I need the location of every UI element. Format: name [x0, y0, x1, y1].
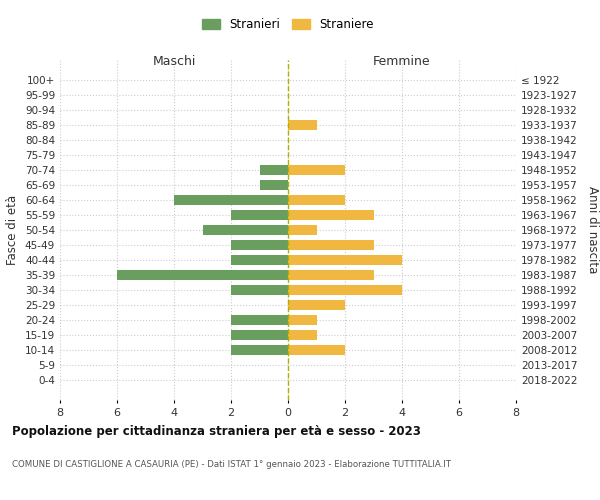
Bar	[260, 166, 288, 175]
Bar	[288, 315, 317, 324]
Bar	[231, 330, 288, 340]
Legend: Stranieri, Straniere: Stranieri, Straniere	[197, 14, 379, 36]
Bar	[174, 195, 288, 205]
Bar	[288, 345, 345, 354]
Text: Femmine: Femmine	[373, 56, 431, 68]
Text: Maschi: Maschi	[152, 56, 196, 68]
Bar	[288, 300, 345, 310]
Y-axis label: Anni di nascita: Anni di nascita	[586, 186, 599, 274]
Bar	[231, 240, 288, 250]
Bar	[288, 330, 317, 340]
Bar	[288, 210, 373, 220]
Text: Popolazione per cittadinanza straniera per età e sesso - 2023: Popolazione per cittadinanza straniera p…	[12, 425, 421, 438]
Bar	[288, 225, 317, 235]
Bar	[231, 315, 288, 324]
Bar	[288, 255, 402, 265]
Bar	[288, 285, 402, 294]
Bar	[231, 210, 288, 220]
Bar	[231, 285, 288, 294]
Bar	[288, 270, 373, 280]
Bar	[260, 180, 288, 190]
Y-axis label: Fasce di età: Fasce di età	[7, 195, 19, 265]
Bar	[203, 225, 288, 235]
Bar	[288, 166, 345, 175]
Bar	[288, 240, 373, 250]
Bar	[231, 255, 288, 265]
Bar	[231, 345, 288, 354]
Bar	[288, 195, 345, 205]
Text: COMUNE DI CASTIGLIONE A CASAURIA (PE) - Dati ISTAT 1° gennaio 2023 - Elaborazion: COMUNE DI CASTIGLIONE A CASAURIA (PE) - …	[12, 460, 451, 469]
Bar	[288, 120, 317, 130]
Bar	[117, 270, 288, 280]
